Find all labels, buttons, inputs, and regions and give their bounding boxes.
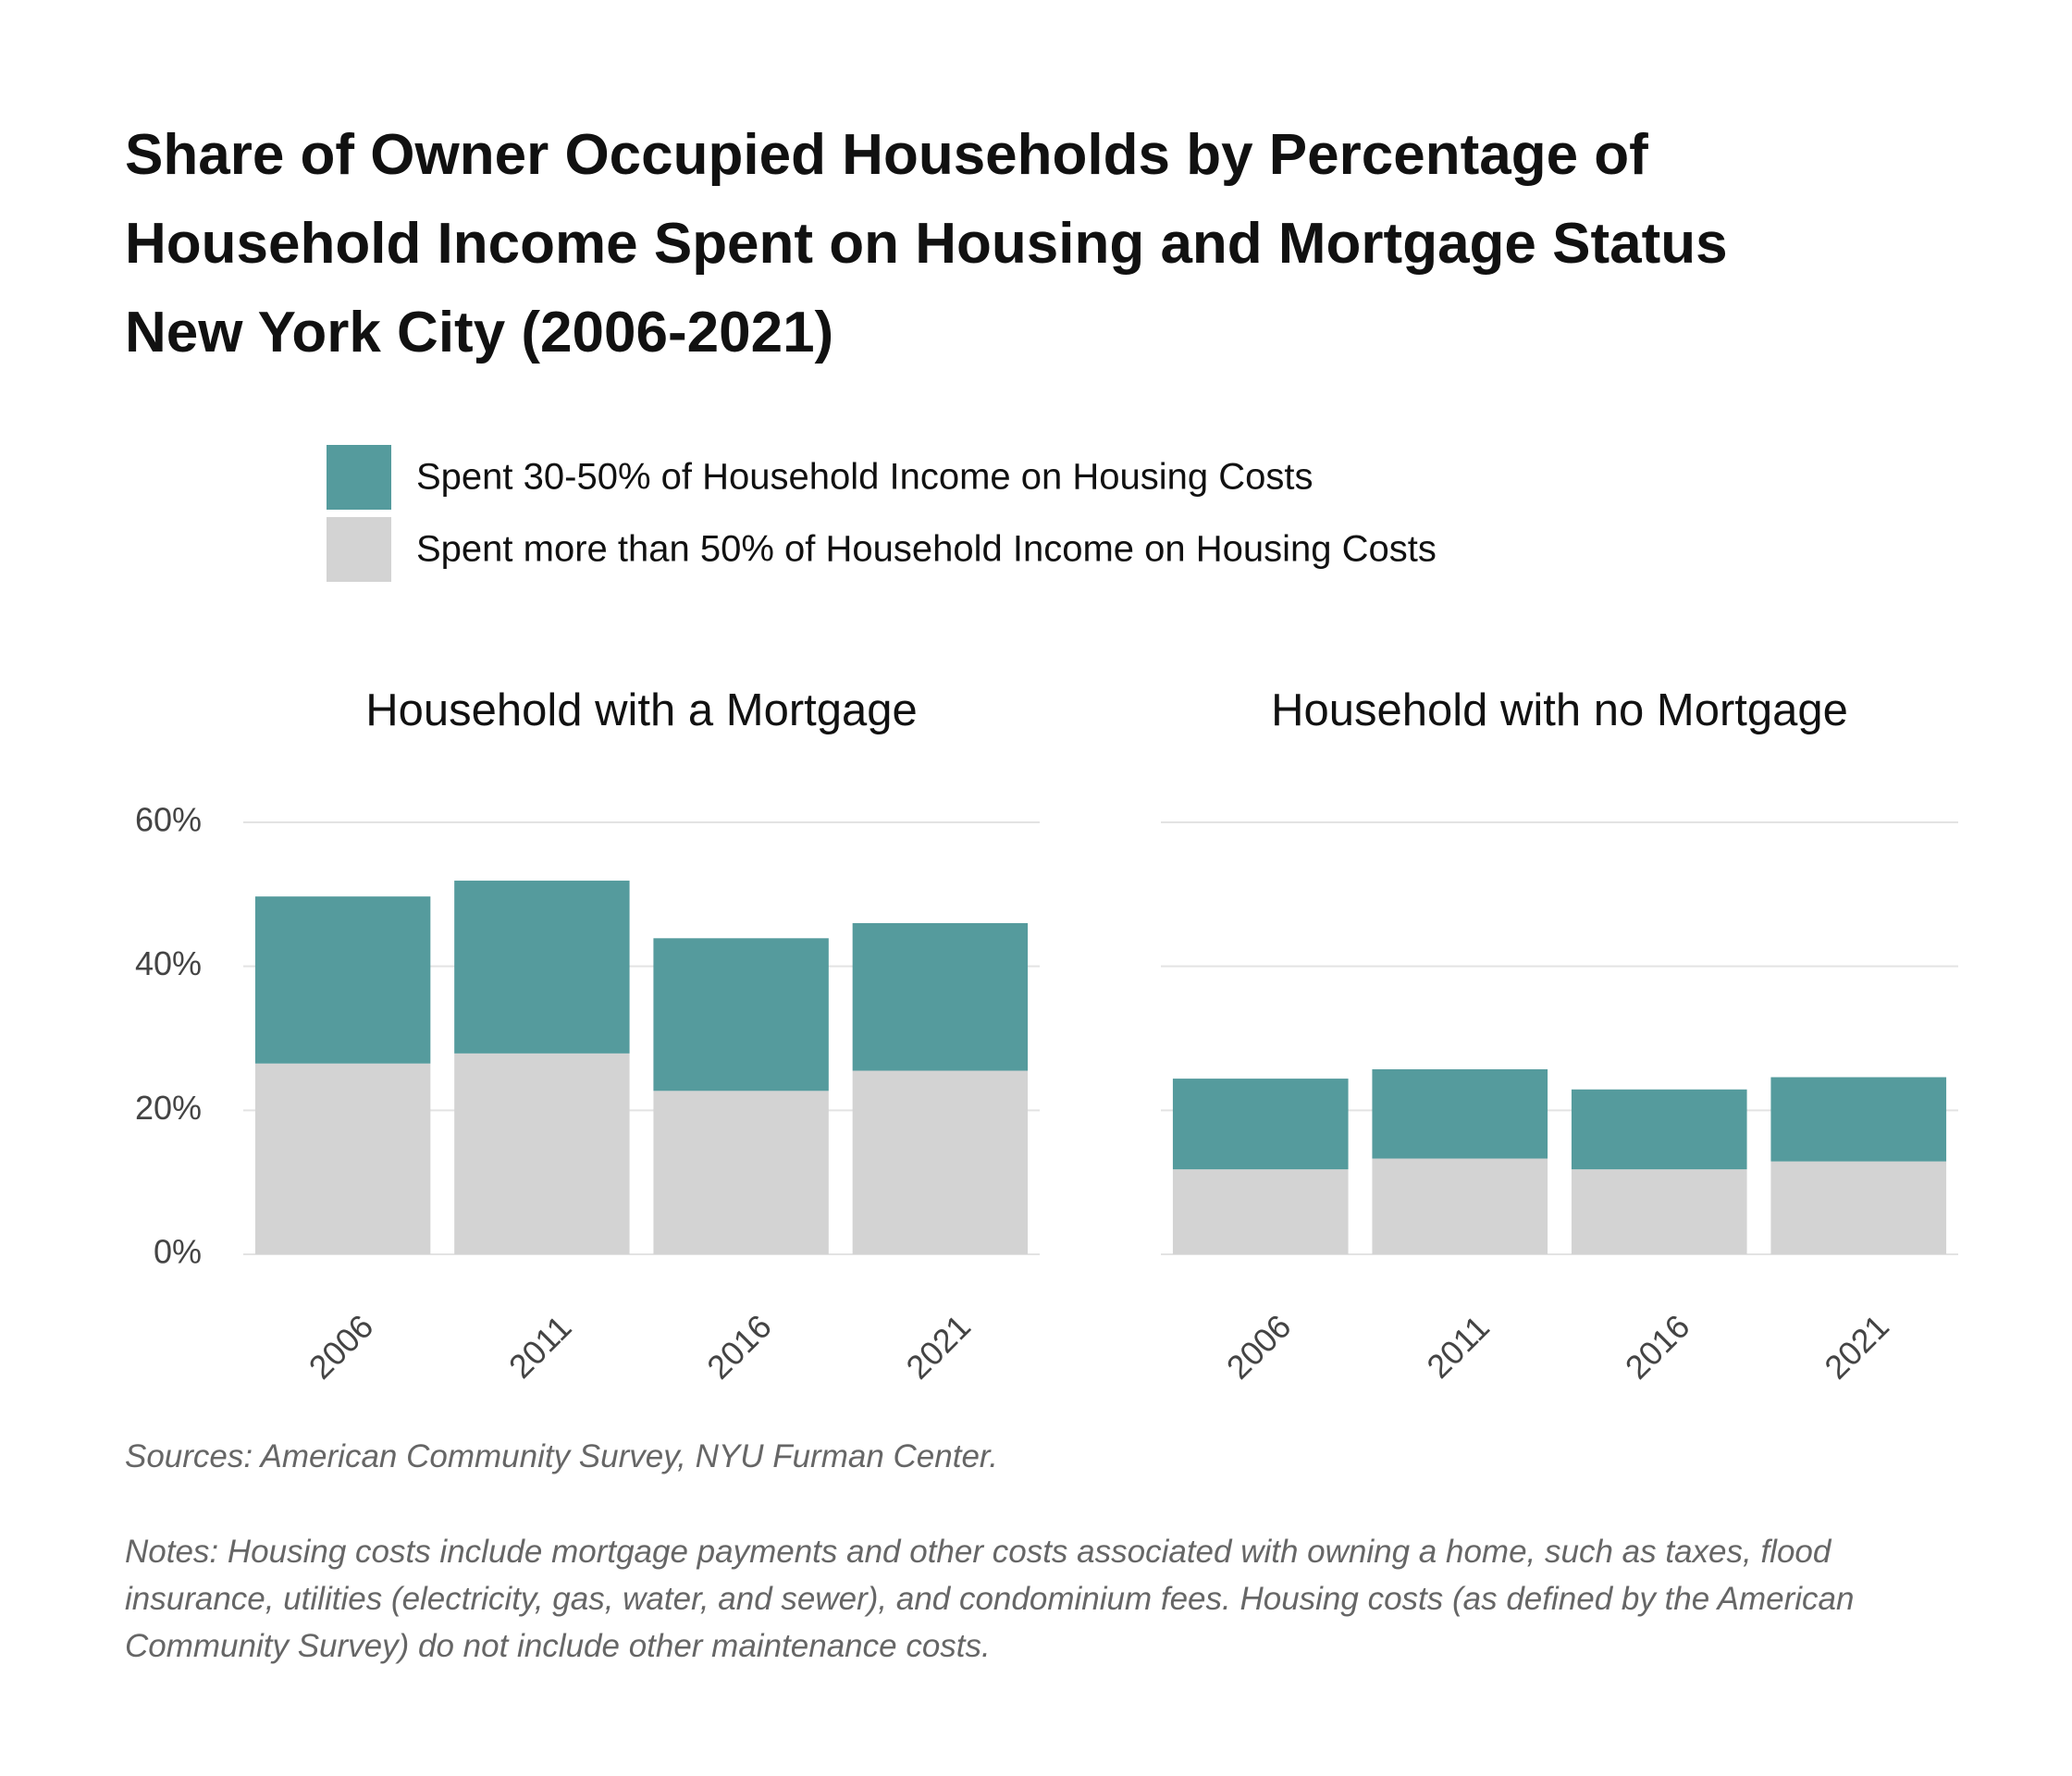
bar-segment (454, 1053, 630, 1254)
y-tick-label: 60% (135, 801, 202, 839)
chart-title: Share of Owner Occupied Households by Pe… (125, 111, 1728, 377)
y-tick-label: 20% (135, 1089, 202, 1127)
title-line: Household Income Spent on Housing and Mo… (125, 212, 1728, 276)
charts: Spent 30-50% of Household Income on Hous… (135, 445, 1958, 1387)
x-tick-label: 2016 (1618, 1307, 1697, 1387)
x-tick-label: 2006 (1219, 1307, 1299, 1387)
y-tick-label: 0% (154, 1233, 202, 1271)
bar-segment (454, 881, 630, 1054)
legend-swatch (327, 445, 391, 510)
bar-segment (1172, 1169, 1349, 1254)
bar-segment (1770, 1161, 1947, 1254)
x-tick-label: 2021 (1817, 1307, 1896, 1387)
x-tick-label: 2016 (699, 1307, 779, 1387)
subplot-title: Household with a Mortgage (365, 685, 918, 735)
legend-label: Spent more than 50% of Household Income … (416, 529, 1437, 570)
bar-segment (852, 1070, 1029, 1254)
title-line: New York City (2006-2021) (125, 301, 834, 364)
sources: Sources: American Community Survey, NYU … (125, 1438, 998, 1474)
bar-segment (1172, 1079, 1349, 1170)
notes: Notes: Housing costs include mortgage pa… (125, 1534, 1855, 1664)
bar-segment (1372, 1068, 1548, 1159)
y-tick-label: 40% (135, 944, 202, 982)
bar-segment (653, 938, 829, 1092)
legend-swatch (327, 517, 391, 582)
x-tick-label: 2011 (1419, 1308, 1497, 1386)
bar-segment (1571, 1089, 1747, 1170)
bar-segment (1770, 1077, 1947, 1162)
bar-segment (852, 922, 1029, 1071)
subplot-title: Household with no Mortgage (1271, 685, 1848, 735)
x-tick-label: 2006 (302, 1307, 381, 1387)
bar-segment (1372, 1158, 1548, 1254)
bar-segment (653, 1091, 829, 1254)
x-tick-label: 2011 (501, 1308, 579, 1386)
x-tick-label: 2021 (898, 1307, 978, 1387)
title-line: Share of Owner Occupied Households by Pe… (125, 123, 1648, 187)
legend-label: Spent 30-50% of Household Income on Hous… (416, 457, 1313, 498)
bar-segment (254, 1063, 431, 1254)
bar-segment (1571, 1169, 1747, 1254)
bar-segment (254, 896, 431, 1064)
